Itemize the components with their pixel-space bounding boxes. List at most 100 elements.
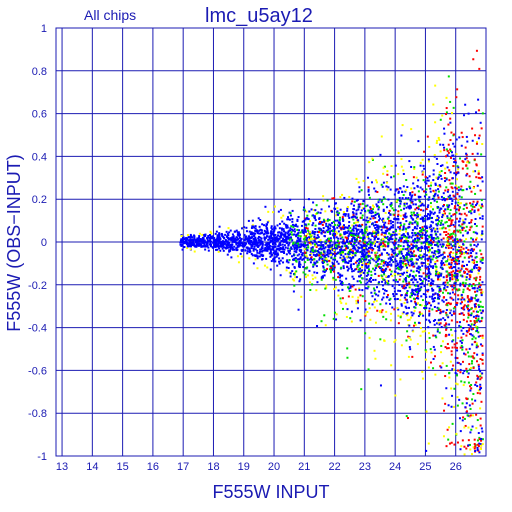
scatter-point <box>380 259 383 262</box>
scatter-point <box>335 244 338 247</box>
scatter-point <box>414 323 417 326</box>
scatter-point <box>202 239 205 242</box>
scatter-point <box>345 302 348 305</box>
scatter-point <box>282 261 285 264</box>
scatter-point <box>428 302 431 305</box>
scatter-point <box>469 385 472 388</box>
scatter-point <box>405 206 408 209</box>
scatter-point <box>296 254 299 257</box>
scatter-point <box>253 254 256 257</box>
scatter-point <box>362 234 365 237</box>
scatter-point <box>408 226 411 229</box>
scatter-point <box>403 287 406 290</box>
scatter-point <box>442 203 445 206</box>
scatter-point <box>411 290 414 293</box>
scatter-point <box>455 138 458 141</box>
scatter-point <box>320 278 323 281</box>
scatter-point <box>332 249 335 252</box>
scatter-point <box>234 238 237 241</box>
scatter-point <box>391 249 394 252</box>
scatter-point <box>259 243 262 246</box>
scatter-point <box>461 227 464 230</box>
scatter-point <box>349 260 352 263</box>
scatter-point <box>261 223 264 226</box>
scatter-point <box>220 240 223 243</box>
scatter-point <box>367 246 370 249</box>
scatter-point <box>411 288 414 291</box>
scatter-point <box>281 239 284 242</box>
scatter-point <box>227 234 230 237</box>
scatter-point <box>417 208 420 211</box>
scatter-point <box>446 285 449 288</box>
scatter-point <box>445 328 448 331</box>
scatter-point <box>420 304 423 307</box>
scatter-point <box>472 261 475 264</box>
scatter-point <box>382 264 385 267</box>
scatter-point <box>349 226 352 229</box>
scatter-point <box>382 208 385 211</box>
scatter-point <box>398 236 401 239</box>
scatter-point <box>238 236 241 239</box>
scatter-point <box>394 246 397 249</box>
scatter-point <box>187 245 190 248</box>
scatter-point <box>393 340 396 343</box>
scatter-point <box>429 187 432 190</box>
scatter-point <box>356 280 359 283</box>
scatter-point <box>443 127 446 130</box>
scatter-point <box>284 223 287 226</box>
scatter-point <box>348 240 351 243</box>
scatter-point <box>476 329 479 332</box>
scatter-point <box>481 430 484 433</box>
scatter-point <box>315 250 318 253</box>
scatter-point <box>235 236 238 239</box>
scatter-point <box>480 376 483 379</box>
scatter-point <box>257 235 260 238</box>
scatter-point <box>410 216 413 219</box>
scatter-point <box>436 306 439 309</box>
scatter-point <box>359 251 362 254</box>
scatter-point <box>352 262 355 265</box>
scatter-point <box>400 224 403 227</box>
scatter-point <box>480 439 483 442</box>
scatter-point <box>225 240 228 243</box>
scatter-point <box>333 264 336 267</box>
scatter-point <box>469 243 472 246</box>
scatter-point <box>193 235 196 238</box>
scatter-point <box>282 246 285 249</box>
scatter-point <box>459 202 462 205</box>
scatter-point <box>452 106 455 109</box>
scatter-point <box>445 334 448 337</box>
scatter-point <box>291 239 294 242</box>
scatter-point <box>431 221 434 224</box>
scatter-point <box>365 274 368 277</box>
scatter-point <box>439 233 442 236</box>
chart-subtitle: All chips <box>84 7 136 23</box>
scatter-point <box>189 242 192 245</box>
scatter-point <box>362 237 365 240</box>
scatter-point <box>393 270 396 273</box>
scatter-point <box>301 254 304 257</box>
scatter-point <box>421 188 424 191</box>
scatter-point <box>387 253 390 256</box>
scatter-point <box>451 190 454 193</box>
scatter-point <box>476 200 479 203</box>
scatter-point <box>217 241 220 244</box>
scatter-point <box>406 236 409 239</box>
scatter-point <box>339 282 342 285</box>
scatter-point <box>411 194 414 197</box>
scatter-point <box>463 445 466 448</box>
scatter-point <box>462 234 465 237</box>
scatter-point <box>459 231 462 234</box>
scatter-point <box>424 266 427 269</box>
scatter-point <box>462 243 465 246</box>
scatter-point <box>257 244 260 247</box>
scatter-point <box>347 214 350 217</box>
scatter-point <box>286 224 289 227</box>
scatter-point <box>190 245 193 248</box>
scatter-point <box>361 253 364 256</box>
scatter-point <box>385 310 388 313</box>
scatter-point <box>342 238 345 241</box>
scatter-point <box>339 234 342 237</box>
scatter-point <box>319 228 322 231</box>
scatter-point <box>257 217 260 220</box>
